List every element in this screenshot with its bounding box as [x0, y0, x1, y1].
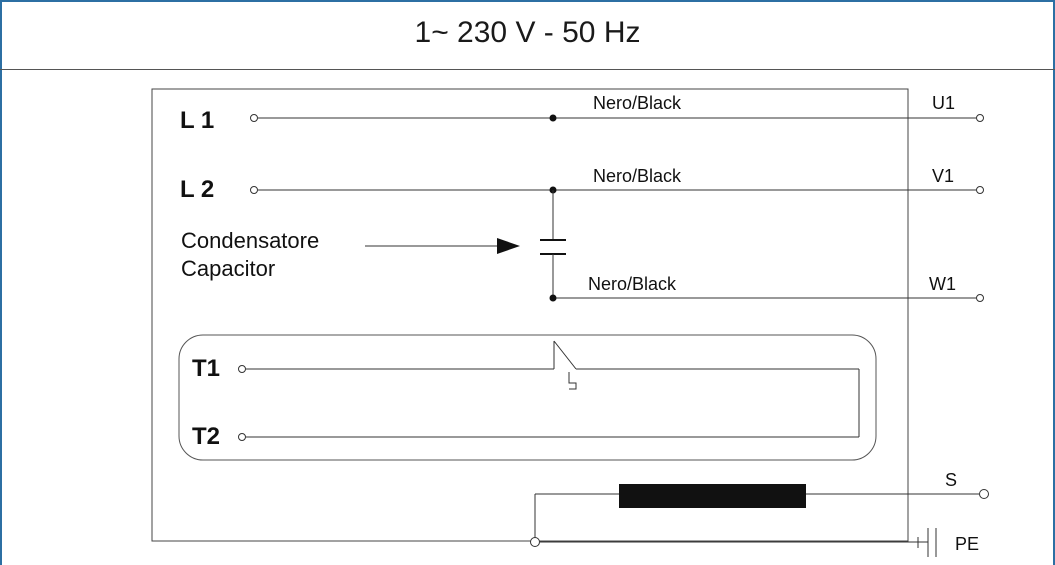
capacitor-label-it: Condensatore: [181, 228, 319, 253]
w1-wire-label: Nero/Black: [588, 274, 677, 294]
s-terminal: [979, 489, 989, 499]
v1-wire-label: Nero/Black: [593, 166, 682, 186]
l2-terminal: [250, 186, 258, 194]
motor-box: [151, 88, 909, 542]
title-bar: 1~ 230 V - 50 Hz: [0, 0, 1055, 70]
u1-terminal: [976, 114, 984, 122]
l1-wire-label: Nero/Black: [593, 93, 682, 113]
capacitor-label-en: Capacitor: [181, 256, 275, 281]
thermal-switch-blade: [553, 340, 577, 370]
w1-label: W1: [929, 274, 956, 294]
s-label: S: [945, 470, 957, 490]
l2-label: L 2: [180, 176, 214, 203]
pe-label: PE: [955, 534, 979, 554]
pe-junction: [530, 537, 540, 547]
l1-junction: [549, 114, 557, 122]
t2-label: T2: [192, 423, 220, 450]
capacitor-pointer-arrowhead: [497, 238, 520, 254]
t1-label: T1: [192, 355, 220, 382]
v1-terminal: [976, 186, 984, 194]
l1-terminal: [250, 114, 258, 122]
v1-label: V1: [932, 166, 954, 186]
w1-terminal: [976, 294, 984, 302]
l1-label: L 1: [180, 107, 214, 134]
thermal-switch-bimetal: [568, 372, 577, 390]
heater-element: [619, 484, 806, 508]
u1-label: U1: [932, 93, 955, 113]
w1-junction: [549, 294, 557, 302]
supply-title: 1~ 230 V - 50 Hz: [414, 16, 641, 49]
thermal-protector-box: [178, 334, 877, 461]
t2-terminal: [238, 433, 246, 441]
t1-terminal: [238, 365, 246, 373]
ground-icon: [917, 528, 937, 557]
